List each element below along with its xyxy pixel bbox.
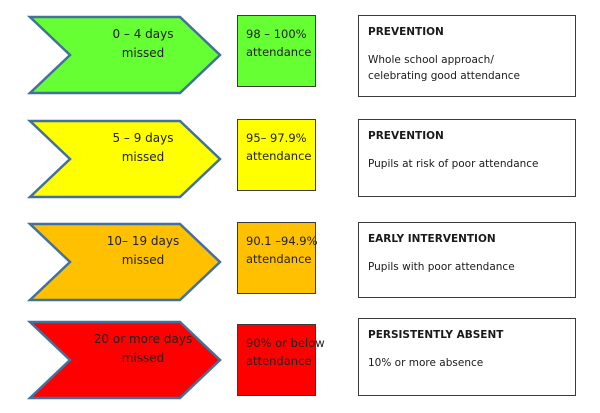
- attendance-word: attendance: [246, 252, 312, 266]
- category-description-line: 10% or more absence: [368, 357, 484, 369]
- category-box: PREVENTION Whole school approach/ celebr…: [358, 15, 576, 97]
- category-description: Pupils with poor attendance: [368, 259, 567, 275]
- days-missed-chevron: 0 – 4 days missed: [26, 15, 223, 95]
- attendance-percentage-box: 90.1 –94.9% attendance: [237, 222, 318, 294]
- days-missed-chevron: 5 – 9 days missed: [26, 119, 223, 199]
- category-description: Whole school approach/ celebrating good …: [368, 52, 567, 84]
- days-missed-range: 5 – 9 days: [112, 131, 174, 145]
- attendance-percentage: 95– 97.9%: [246, 131, 307, 145]
- attendance-row: 0 – 4 days missed 98 – 100% attendance P…: [0, 15, 600, 105]
- days-missed-chevron: 10– 19 days missed: [26, 222, 223, 302]
- attendance-percentage: 90% or below: [246, 336, 325, 350]
- attendance-word: attendance: [246, 149, 312, 163]
- days-missed-range: 20 or more days: [93, 332, 193, 346]
- days-missed-range: 0 – 4 days: [112, 27, 174, 41]
- attendance-percentage-box: 90% or below attendance: [237, 324, 325, 396]
- category-description-line: Whole school approach/: [368, 54, 494, 66]
- days-missed-label: 20 or more days missed: [83, 330, 203, 368]
- category-box: PREVENTION Pupils at risk of poor attend…: [358, 119, 576, 197]
- attendance-row: 20 or more days missed 90% or below atte…: [0, 318, 600, 410]
- category-box: PERSISTENTLY ABSENT 10% or more absence: [358, 318, 576, 396]
- attendance-percentage: 98 – 100%: [246, 27, 307, 41]
- attendance-row: 10– 19 days missed 90.1 –94.9% attendanc…: [0, 222, 600, 312]
- days-missed-label: 5 – 9 days missed: [83, 129, 203, 167]
- days-missed-range: 10– 19 days: [106, 234, 180, 248]
- category-box: EARLY INTERVENTION Pupils with poor atte…: [358, 222, 576, 298]
- category-heading: PERSISTENTLY ABSENT: [368, 329, 504, 341]
- days-missed-word: missed: [121, 253, 165, 267]
- category-heading: EARLY INTERVENTION: [368, 233, 496, 245]
- chevron-arrow-icon: [26, 119, 222, 199]
- days-missed-word: missed: [121, 46, 165, 60]
- days-missed-word: missed: [121, 351, 165, 365]
- chevron-arrow-icon: [26, 320, 222, 400]
- days-missed-label: 10– 19 days missed: [83, 232, 203, 270]
- category-description-line: Pupils at risk of poor attendance: [368, 158, 539, 170]
- chevron-arrow-icon: [26, 222, 222, 302]
- chevron-arrow-icon: [26, 15, 222, 95]
- attendance-word: attendance: [246, 45, 312, 59]
- attendance-word: attendance: [246, 354, 312, 368]
- attendance-percentage-box: 95– 97.9% attendance: [237, 119, 316, 191]
- category-heading: PREVENTION: [368, 26, 444, 38]
- category-description: 10% or more absence: [368, 355, 567, 371]
- attendance-percentage-box: 98 – 100% attendance: [237, 15, 316, 87]
- days-missed-label: 0 – 4 days missed: [83, 25, 203, 63]
- category-description-line: celebrating good attendance: [368, 70, 521, 82]
- category-description-line: Pupils with poor attendance: [368, 261, 515, 273]
- category-heading: PREVENTION: [368, 130, 444, 142]
- attendance-row: 5 – 9 days missed 95– 97.9% attendance P…: [0, 119, 600, 209]
- attendance-percentage: 90.1 –94.9%: [246, 234, 318, 248]
- days-missed-chevron: 20 or more days missed: [26, 320, 223, 400]
- category-description: Pupils at risk of poor attendance: [368, 156, 567, 172]
- days-missed-word: missed: [121, 150, 165, 164]
